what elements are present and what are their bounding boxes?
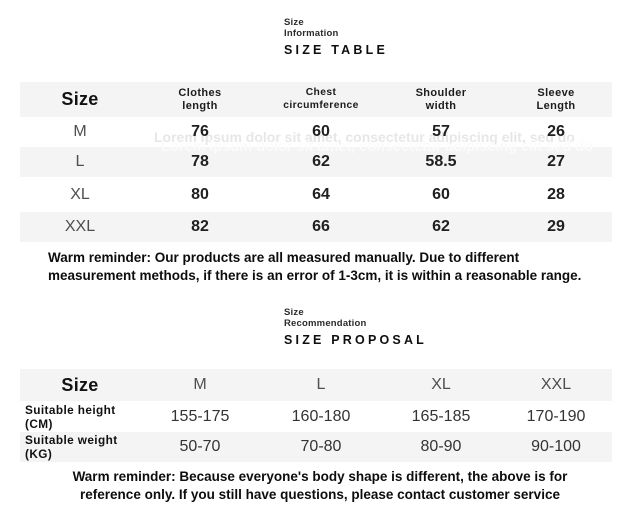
size-proposal-title: SIZE PROPOSAL (284, 333, 428, 347)
size-label: M (73, 123, 87, 140)
column-header-chest-circumference: Chest circumference (283, 87, 359, 111)
size-proposal-subtitle-line2: Recommendation (284, 318, 367, 329)
cell-chest-circumference: 66 (312, 218, 330, 235)
cell-shoulder-width: 62 (432, 218, 450, 235)
size-proposal-table: Size M L XL XXL Suitable height (CM) 155… (20, 369, 612, 462)
column-header-m: M (193, 376, 207, 393)
warm-reminder-size-table: Warm reminder: Our products are all meas… (48, 250, 582, 283)
size-label: XL (70, 185, 90, 203)
size-label: XXL (64, 218, 96, 235)
size-row-l: L 78 62 58.5 27 (20, 147, 612, 177)
size-proposal-subtitle-line1: Size (284, 307, 304, 318)
cell-weight-m: 50-70 (179, 438, 221, 455)
cell-height-l: 160-180 (291, 407, 351, 425)
cell-shoulder-width: 60 (432, 185, 450, 203)
size-row-m: M 76 60 57 26 (20, 117, 612, 147)
size-row-xxl: XXL 82 66 62 29 (20, 212, 612, 242)
row-label-suitable-weight: Suitable weight (KG) (25, 433, 118, 461)
column-header-xl: XL (431, 376, 451, 393)
cell-chest-circumference: 60 (312, 123, 330, 140)
cell-shoulder-width: 58.5 (425, 153, 457, 170)
size-table-subtitle-line1: Size (284, 17, 304, 28)
cell-height-m: 155-175 (170, 407, 230, 425)
column-header-xxl: XXL (540, 376, 572, 393)
cell-sleeve-length: 29 (547, 218, 565, 235)
cell-chest-circumference: 62 (312, 153, 330, 170)
cell-sleeve-length: 28 (547, 185, 565, 203)
column-header-size: Size (61, 374, 99, 395)
warm-reminder-size-proposal: Warm reminder: Because everyone's body s… (72, 469, 568, 502)
size-table-subtitle-line2: Information (284, 28, 339, 39)
cell-sleeve-length: 26 (547, 123, 565, 140)
size-label: L (75, 153, 85, 170)
proposal-header-row: Size M L XL XXL (20, 369, 612, 401)
column-header-l: L (316, 376, 326, 393)
size-table-header-row: Size Clothes length Chest circumference … (20, 82, 612, 117)
column-header-clothes-length: Clothes length (178, 87, 222, 112)
cell-clothes-length: 82 (191, 218, 209, 235)
cell-weight-xxl: 90-100 (531, 438, 581, 455)
column-header-size: Size (61, 89, 99, 109)
suitable-weight-row: Suitable weight (KG) 50-70 70-80 80-90 9… (20, 432, 612, 462)
cell-height-xxl: 170-190 (526, 407, 586, 425)
column-header-shoulder-width: Shoulder width (415, 87, 467, 112)
cell-shoulder-width: 57 (432, 123, 450, 140)
size-proposal-heading: Size Recommendation SIZE PROPOSAL (284, 307, 427, 347)
column-header-sleeve-length: Sleeve Length (536, 87, 576, 112)
cell-chest-circumference: 64 (312, 185, 330, 203)
cell-weight-xl: 80-90 (420, 438, 462, 455)
cell-clothes-length: 80 (191, 185, 209, 203)
row-label-suitable-height: Suitable height (CM) (25, 402, 116, 431)
cell-clothes-length: 76 (191, 123, 209, 140)
cell-clothes-length: 78 (191, 153, 209, 170)
cell-weight-l: 70-80 (300, 438, 342, 455)
cell-height-xl: 165-185 (411, 407, 471, 425)
cell-sleeve-length: 27 (547, 153, 565, 170)
suitable-height-row: Suitable height (CM) 155-175 160-180 165… (20, 401, 612, 432)
size-table-title: SIZE TABLE (284, 43, 388, 57)
size-row-xl: XL 80 64 60 28 (20, 177, 612, 212)
size-table: Size Clothes length Chest circumference … (20, 82, 612, 242)
size-table-heading: Size Information SIZE TABLE (284, 17, 388, 57)
